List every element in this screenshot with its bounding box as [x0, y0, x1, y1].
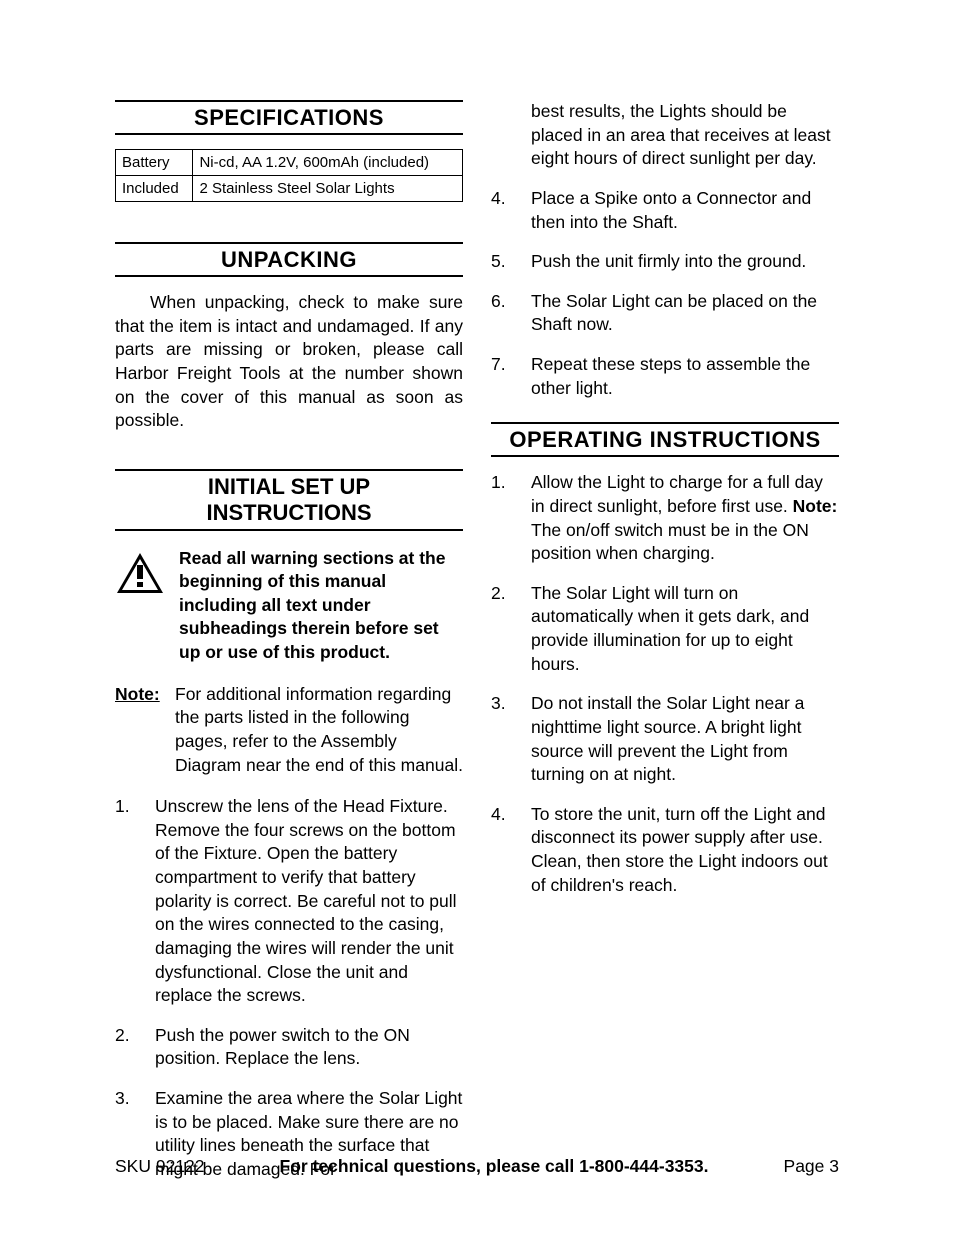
spec-value: Ni-cd, AA 1.2V, 600mAh (included) — [193, 150, 463, 176]
table-row: Battery Ni-cd, AA 1.2V, 600mAh (included… — [116, 150, 463, 176]
item-text: Unscrew the lens of the Head Fixture. Re… — [155, 795, 463, 1008]
list-item: 3. Do not install the Solar Light near a… — [491, 692, 839, 787]
heading-unpacking: UNPACKING — [115, 242, 463, 277]
unpacking-paragraph: When unpacking, check to make sure that … — [115, 291, 463, 433]
item-text: The Solar Light will turn on automatical… — [531, 582, 839, 677]
item-text: Repeat these steps to assemble the other… — [531, 353, 839, 400]
item-number: 2. — [491, 582, 531, 677]
warning-icon — [115, 547, 167, 665]
item-text: Do not install the Solar Light near a ni… — [531, 692, 839, 787]
item-number-blank — [491, 100, 531, 171]
specifications-table: Battery Ni-cd, AA 1.2V, 600mAh (included… — [115, 149, 463, 202]
table-row: Included 2 Stainless Steel Solar Lights — [116, 176, 463, 202]
page-footer: SKU 92122 For technical questions, pleas… — [115, 1156, 839, 1177]
list-item: 1. Unscrew the lens of the Head Fixture.… — [115, 795, 463, 1008]
heading-specifications: SPECIFICATIONS — [115, 100, 463, 135]
list-item: 2. The Solar Light will turn on automati… — [491, 582, 839, 677]
spec-label: Included — [116, 176, 193, 202]
spec-value: 2 Stainless Steel Solar Lights — [193, 176, 463, 202]
item-number: 5. — [491, 250, 531, 274]
item-text: Push the power switch to the ON position… — [155, 1024, 463, 1071]
item-number: 2. — [115, 1024, 155, 1071]
note-block: Note: For additional information regardi… — [115, 683, 463, 778]
heading-operating: OPERATING INSTRUCTIONS — [491, 422, 839, 457]
heading-initial-setup: INITIAL SET UP INSTRUCTIONS — [115, 469, 463, 531]
list-item: 5. Push the unit firmly into the ground. — [491, 250, 839, 274]
text-part: Allow the Light to charge for a full day… — [531, 472, 823, 516]
spec-label: Battery — [116, 150, 193, 176]
list-item-continuation: best results, the Lights should be place… — [491, 100, 839, 171]
note-body: For additional information regarding the… — [175, 683, 463, 778]
item-number: 7. — [491, 353, 531, 400]
footer-sku: SKU 92122 — [115, 1156, 205, 1177]
item-text: Place a Spike onto a Connector and then … — [531, 187, 839, 234]
list-item: 1. Allow the Light to charge for a full … — [491, 471, 839, 566]
list-item: 6. The Solar Light can be placed on the … — [491, 290, 839, 337]
item-text: The Solar Light can be placed on the Sha… — [531, 290, 839, 337]
item-number: 4. — [491, 187, 531, 234]
heading-line-1: INITIAL SET UP — [208, 474, 370, 499]
item-number: 1. — [491, 471, 531, 566]
text-part: The on/off switch must be in the ON posi… — [531, 520, 809, 564]
item-text: To store the unit, turn off the Light an… — [531, 803, 839, 898]
list-item: 2. Push the power switch to the ON posit… — [115, 1024, 463, 1071]
item-number: 1. — [115, 795, 155, 1008]
list-item: 7. Repeat these steps to assemble the ot… — [491, 353, 839, 400]
list-item: 4. To store the unit, turn off the Light… — [491, 803, 839, 898]
item-number: 3. — [491, 692, 531, 787]
item-number: 4. — [491, 803, 531, 898]
footer-page-number: Page 3 — [784, 1156, 839, 1177]
item-text: best results, the Lights should be place… — [531, 100, 839, 171]
item-number: 6. — [491, 290, 531, 337]
note-label: Note: — [115, 683, 175, 778]
footer-phone: For technical questions, please call 1-8… — [280, 1156, 709, 1177]
list-item: 4. Place a Spike onto a Connector and th… — [491, 187, 839, 234]
note-inline-label: Note: — [793, 496, 838, 516]
item-text: Allow the Light to charge for a full day… — [531, 471, 839, 566]
warning-block: Read all warning sections at the beginni… — [115, 547, 463, 665]
item-text: Push the unit firmly into the ground. — [531, 250, 839, 274]
heading-line-2: INSTRUCTIONS — [207, 500, 372, 525]
warning-text: Read all warning sections at the beginni… — [179, 547, 463, 665]
